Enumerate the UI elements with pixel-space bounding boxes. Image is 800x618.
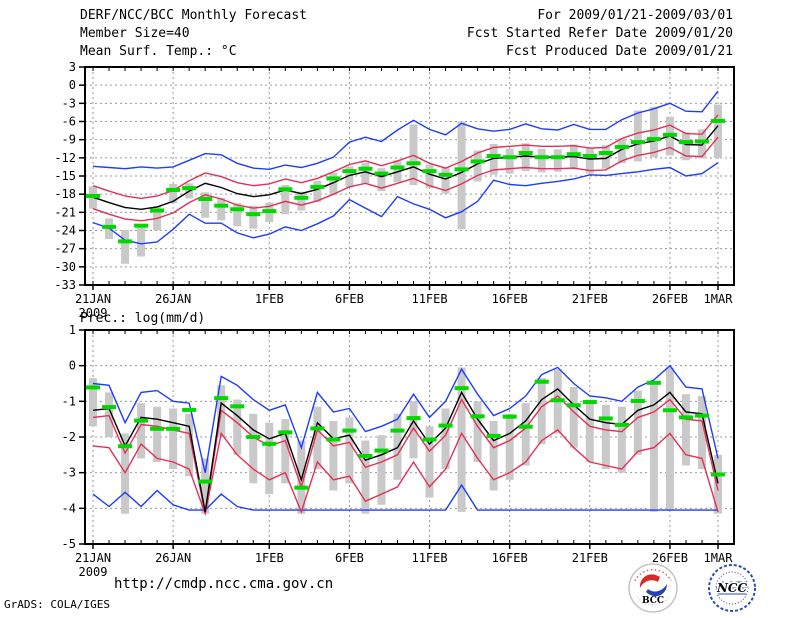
svg-text:21JAN: 21JAN — [75, 551, 111, 565]
temperature-chart-title: Mean Surf. Temp.: °C — [80, 44, 237, 59]
svg-text:2009: 2009 — [79, 565, 108, 579]
svg-text:-4: -4 — [62, 501, 76, 515]
temperature-line-red-lower — [92, 136, 719, 222]
svg-text:2009: 2009 — [79, 306, 108, 320]
svg-text:-3: -3 — [62, 96, 76, 110]
page-title: DERF/NCC/BCC Monthly Forecast — [80, 8, 307, 23]
bcc-logo-icon: BCC — [628, 563, 678, 613]
precipitation-line-blue-upper-max — [92, 364, 719, 473]
svg-text:11FEB: 11FEB — [411, 551, 447, 565]
temperature-green-dashes — [86, 118, 725, 244]
temperature-line-black-mean — [92, 125, 719, 211]
svg-text:-18: -18 — [54, 187, 76, 201]
svg-text:26FEB: 26FEB — [652, 292, 688, 306]
svg-text:0: 0 — [69, 359, 76, 373]
svg-text:-33: -33 — [54, 278, 76, 292]
svg-text:26JAN: 26JAN — [155, 551, 191, 565]
svg-text:-1: -1 — [62, 394, 76, 408]
svg-text:21JAN: 21JAN — [75, 292, 111, 306]
svg-text:21FEB: 21FEB — [572, 292, 608, 306]
grads-credit-label: GrADS: COLA/IGES — [4, 598, 110, 611]
precipitation-line-red-lower — [92, 428, 719, 517]
temperature-gridlines — [85, 67, 734, 285]
svg-text:BCC: BCC — [642, 596, 664, 606]
svg-text:1FEB: 1FEB — [255, 551, 284, 565]
svg-text:1MAR: 1MAR — [704, 292, 734, 306]
svg-text:1FEB: 1FEB — [255, 292, 284, 306]
svg-text:1MAR: 1MAR — [704, 551, 734, 565]
svg-text:0: 0 — [69, 78, 76, 92]
forecast-range-label: For 2009/01/21-2009/03/01 — [537, 8, 733, 23]
svg-text:-27: -27 — [54, 242, 76, 256]
svg-text:11FEB: 11FEB — [411, 292, 447, 306]
temperature-chart: 3 0 -3 -6 -9 -12 -15 -18 -21 -24 -27 -30 -3321JAN200… — [54, 60, 735, 320]
svg-text:-30: -30 — [54, 260, 76, 274]
temperature-y-axis: 3 0 -3 -6 -9 -12 -15 -18 -21 -24 -27 -30 -33 — [54, 60, 85, 292]
svg-text:6FEB: 6FEB — [335, 551, 364, 565]
svg-text:-15: -15 — [54, 169, 76, 183]
logo-area: BCC NCC — [627, 561, 772, 615]
precipitation-y-axis: 1 0 -1 -2 -3 -4 -5 — [62, 323, 85, 551]
svg-text:1: 1 — [69, 323, 76, 337]
temperature-line-blue-upper-max — [92, 90, 719, 171]
svg-text:-3: -3 — [62, 466, 76, 480]
precipitation-line-red-upper — [92, 395, 719, 514]
svg-text:NCC: NCC — [716, 581, 748, 595]
precipitation-green-dashes — [86, 379, 725, 490]
svg-text:-2: -2 — [62, 430, 76, 444]
source-url-text: http://cmdp.ncc.cma.gov.cn — [114, 576, 334, 592]
svg-text:21FEB: 21FEB — [572, 551, 608, 565]
svg-text:16FEB: 16FEB — [492, 551, 528, 565]
fcst-produced-date-label: Fcst Produced Date 2009/01/21 — [506, 44, 733, 59]
member-size-label: Member Size=40 — [80, 26, 190, 41]
svg-text:26JAN: 26JAN — [155, 292, 191, 306]
svg-text:6FEB: 6FEB — [335, 292, 364, 306]
svg-text:26FEB: 26FEB — [652, 551, 688, 565]
temperature-line-red-upper — [92, 114, 719, 200]
svg-text:-12: -12 — [54, 151, 76, 165]
temperature-minor-ticks — [92, 67, 719, 285]
svg-text:-5: -5 — [62, 537, 76, 551]
precipitation-line-blue-lower-min — [92, 483, 718, 511]
svg-text:-9: -9 — [62, 133, 76, 147]
precipitation-line-black-mean — [92, 387, 719, 513]
temperature-line-blue-lower-min — [92, 162, 719, 245]
svg-text:-24: -24 — [54, 224, 76, 238]
ncc-logo-icon: NCC — [708, 564, 756, 612]
fcst-refer-date-label: Fcst Started Refer Date 2009/01/20 — [466, 26, 733, 41]
svg-text:3: 3 — [69, 60, 76, 74]
svg-text:-21: -21 — [54, 205, 76, 219]
precipitation-chart-title: Prec.: log(mm/d) — [80, 311, 206, 326]
svg-text:16FEB: 16FEB — [492, 292, 528, 306]
precipitation-minor-ticks — [92, 330, 719, 544]
svg-text:-6: -6 — [62, 115, 76, 129]
